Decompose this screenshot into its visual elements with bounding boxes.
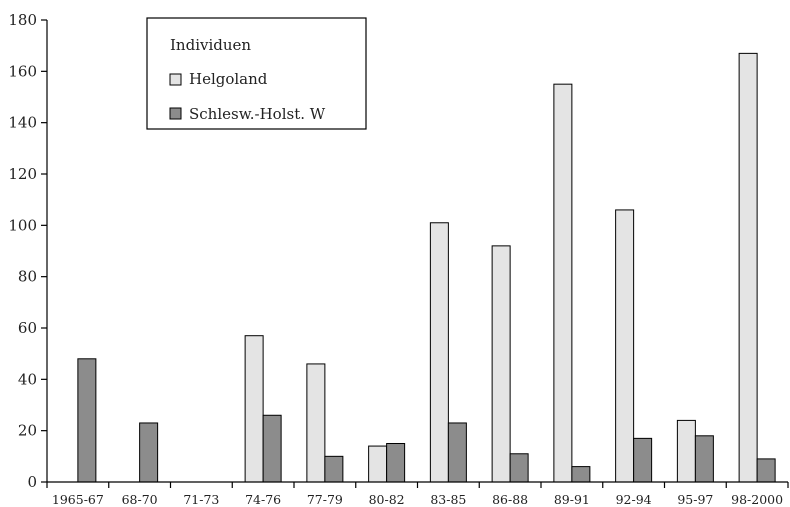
- bar-schleswig-holstein: [694, 435, 714, 483]
- bar-schleswig-holstein: [571, 466, 591, 483]
- y-axis-ticks: 0 20 40 60 80 100 120 140 160 180: [8, 11, 47, 491]
- x-tick-label: 92-94: [616, 492, 652, 507]
- x-tick-label: 68-70: [122, 492, 158, 507]
- legend-box: [146, 17, 367, 130]
- bar-helgoland: [368, 445, 388, 483]
- bar-schleswig-holstein: [633, 437, 653, 483]
- y-tick-label: 120: [8, 165, 37, 183]
- y-tick-label: 140: [8, 114, 37, 132]
- bar-helgoland: [429, 222, 449, 483]
- x-tick-label: 80-82: [369, 492, 405, 507]
- y-tick-label: 60: [18, 319, 37, 337]
- bar-schleswig-holstein: [756, 458, 776, 483]
- y-tick-label: 180: [8, 11, 37, 29]
- legend-label-schleswig-holstein: Schlesw.-Holst. W: [189, 105, 326, 123]
- bar-helgoland: [306, 363, 326, 483]
- x-tick-label: 77-79: [307, 492, 343, 507]
- x-tick-label: 89-91: [554, 492, 590, 507]
- x-tick-label: 86-88: [492, 492, 528, 507]
- legend-label-helgoland: Helgoland: [189, 70, 268, 88]
- legend-swatch-helgoland: [169, 73, 182, 86]
- y-tick-label: 100: [8, 216, 37, 234]
- bar-helgoland: [244, 335, 264, 483]
- x-tick-label: 95-97: [677, 492, 713, 507]
- x-tick-label: 83-85: [430, 492, 466, 507]
- x-tick-label: 1965-67: [52, 492, 104, 507]
- bar-schleswig-holstein: [262, 414, 282, 483]
- bar-helgoland: [553, 83, 573, 483]
- bar-helgoland: [738, 52, 758, 483]
- bar-schleswig-holstein: [509, 453, 529, 483]
- legend-swatch-schleswig-holstein: [169, 107, 182, 120]
- y-tick-label: 40: [18, 370, 37, 388]
- bar-helgoland: [491, 245, 511, 483]
- x-axis-ticks: 1965-67 68-70 71-73 74-76 77-79 80-82 83-85 86-…: [46, 482, 789, 507]
- bar-helgoland: [676, 419, 696, 483]
- bar-schleswig-holstein: [447, 422, 467, 483]
- y-tick-label: 80: [18, 268, 37, 286]
- x-tick-label: 74-76: [245, 492, 281, 507]
- x-tick-label: 98-2000: [731, 492, 783, 507]
- legend: Individuen Helgoland Schlesw.-Holst. W: [146, 17, 367, 130]
- bar-helgoland: [615, 209, 635, 483]
- x-tick-label: 71-73: [183, 492, 219, 507]
- bar-schleswig-holstein: [77, 358, 97, 483]
- legend-title: Individuen: [170, 36, 251, 54]
- y-tick-label: 160: [8, 62, 37, 80]
- bars: [77, 52, 776, 483]
- y-tick-label: 20: [18, 422, 37, 440]
- bar-schleswig-holstein: [139, 422, 159, 483]
- y-tick-label: 0: [27, 473, 37, 491]
- bar-schleswig-holstein: [324, 455, 344, 483]
- bar-schleswig-holstein: [386, 443, 406, 483]
